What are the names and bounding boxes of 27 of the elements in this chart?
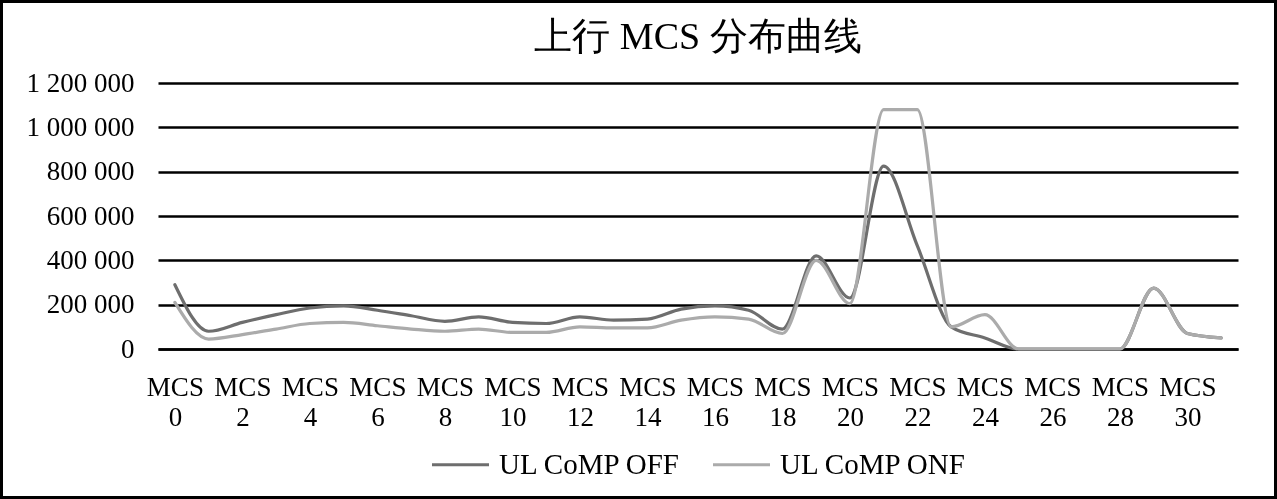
x-tick-label: MCS 28 bbox=[1091, 371, 1149, 432]
line-series bbox=[173, 108, 1223, 351]
y-tick-label: 1 000 000 bbox=[26, 111, 135, 142]
x-tick-label: MCS 20 bbox=[821, 371, 879, 432]
y-tick-label: 800 000 bbox=[46, 156, 135, 187]
y-tick-label: 400 000 bbox=[46, 244, 135, 275]
x-tick-label: MCS 6 bbox=[349, 371, 407, 432]
y-tick-label: 1 200 000 bbox=[26, 67, 135, 98]
x-tick-label: MCS 0 bbox=[146, 371, 204, 432]
x-tick-label: MCS 4 bbox=[281, 371, 339, 432]
x-tick-label: MCS 14 bbox=[619, 371, 677, 432]
legend-label: UL CoMP ONF bbox=[780, 447, 965, 480]
x-tick-label: MCS 30 bbox=[1159, 371, 1217, 432]
x-tick-label: MCS 8 bbox=[416, 371, 474, 432]
legend-label: UL CoMP OFF bbox=[499, 447, 679, 480]
x-tick-label: MCS 18 bbox=[754, 371, 812, 432]
x-tick-label: MCS 26 bbox=[1024, 371, 1082, 432]
y-tick-label: 0 bbox=[121, 333, 135, 364]
x-tick-label: MCS 2 bbox=[214, 371, 272, 432]
chart-title: 上行 MCS 分布曲线 bbox=[534, 15, 862, 57]
x-tick-label: MCS 10 bbox=[484, 371, 542, 432]
y-tick-label: 600 000 bbox=[46, 200, 135, 231]
x-tick-label: MCS 12 bbox=[551, 371, 609, 432]
x-tick-label: MCS 16 bbox=[686, 371, 744, 432]
x-tick-label: MCS 22 bbox=[889, 371, 947, 432]
y-tick-label: 200 000 bbox=[46, 289, 135, 320]
x-tick-label: MCS 24 bbox=[956, 371, 1014, 432]
